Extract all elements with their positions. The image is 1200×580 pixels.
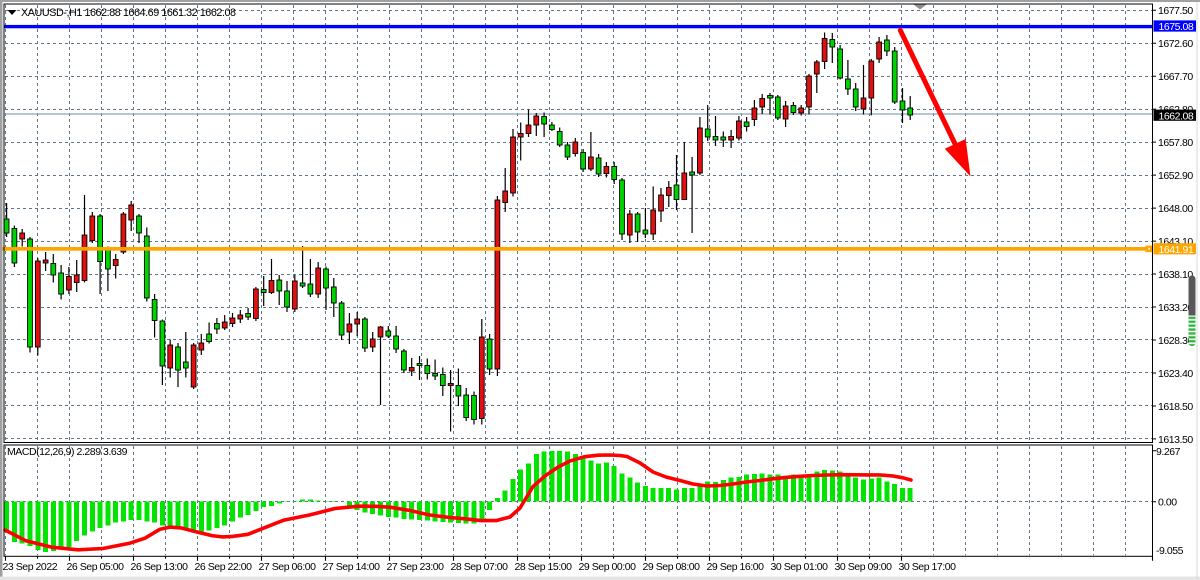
svg-text:29 Sep 00:00: 29 Sep 00:00 [579, 561, 637, 573]
svg-text:1638.10: 1638.10 [1158, 269, 1193, 281]
svg-text:23 Sep 2022: 23 Sep 2022 [3, 561, 58, 573]
svg-text:9.267: 9.267 [1156, 446, 1181, 458]
svg-text:30 Sep 17:00: 30 Sep 17:00 [899, 561, 957, 573]
svg-text:30 Sep 09:00: 30 Sep 09:00 [835, 561, 893, 573]
svg-text:1648.00: 1648.00 [1158, 203, 1193, 215]
svg-text:27 Sep 14:00: 27 Sep 14:00 [323, 561, 381, 573]
svg-text:29 Sep 08:00: 29 Sep 08:00 [643, 561, 701, 573]
svg-text:1672.60: 1672.60 [1158, 38, 1193, 50]
svg-text:1613.50: 1613.50 [1158, 434, 1193, 446]
svg-text:28 Sep 07:00: 28 Sep 07:00 [451, 561, 509, 573]
svg-text:1675.08: 1675.08 [1159, 21, 1194, 33]
svg-text:-9.055: -9.055 [1156, 545, 1184, 557]
svg-text:1667.70: 1667.70 [1158, 71, 1193, 83]
svg-text:XAUUSD-,H1 1662.88 1664.69 16: XAUUSD-,H1 1662.88 1664.69 1661.32 1662.… [21, 7, 236, 19]
svg-text:26 Sep 22:00: 26 Sep 22:00 [195, 561, 253, 573]
svg-text:1677.50: 1677.50 [1158, 5, 1193, 17]
svg-text:1662.08: 1662.08 [1159, 110, 1194, 122]
svg-text:27 Sep 23:00: 27 Sep 23:00 [387, 561, 445, 573]
svg-text:26 Sep 13:00: 26 Sep 13:00 [131, 561, 189, 573]
svg-text:MACD(12,26,9) 2.289 3.639: MACD(12,26,9) 2.289 3.639 [7, 446, 128, 458]
svg-text:1652.90: 1652.90 [1158, 170, 1193, 182]
svg-text:1618.50: 1618.50 [1158, 401, 1193, 413]
svg-text:26 Sep 05:00: 26 Sep 05:00 [67, 561, 125, 573]
svg-text:30 Sep 01:00: 30 Sep 01:00 [771, 561, 829, 573]
svg-text:1641.91: 1641.91 [1159, 244, 1194, 256]
svg-text:1657.80: 1657.80 [1158, 137, 1193, 149]
svg-text:29 Sep 16:00: 29 Sep 16:00 [707, 561, 765, 573]
svg-text:0.00: 0.00 [1158, 497, 1177, 509]
svg-text:1628.30: 1628.30 [1158, 335, 1193, 347]
svg-text:1633.20: 1633.20 [1158, 302, 1193, 314]
svg-text:27 Sep 06:00: 27 Sep 06:00 [259, 561, 317, 573]
svg-text:1623.40: 1623.40 [1158, 368, 1193, 380]
svg-text:28 Sep 15:00: 28 Sep 15:00 [515, 561, 573, 573]
